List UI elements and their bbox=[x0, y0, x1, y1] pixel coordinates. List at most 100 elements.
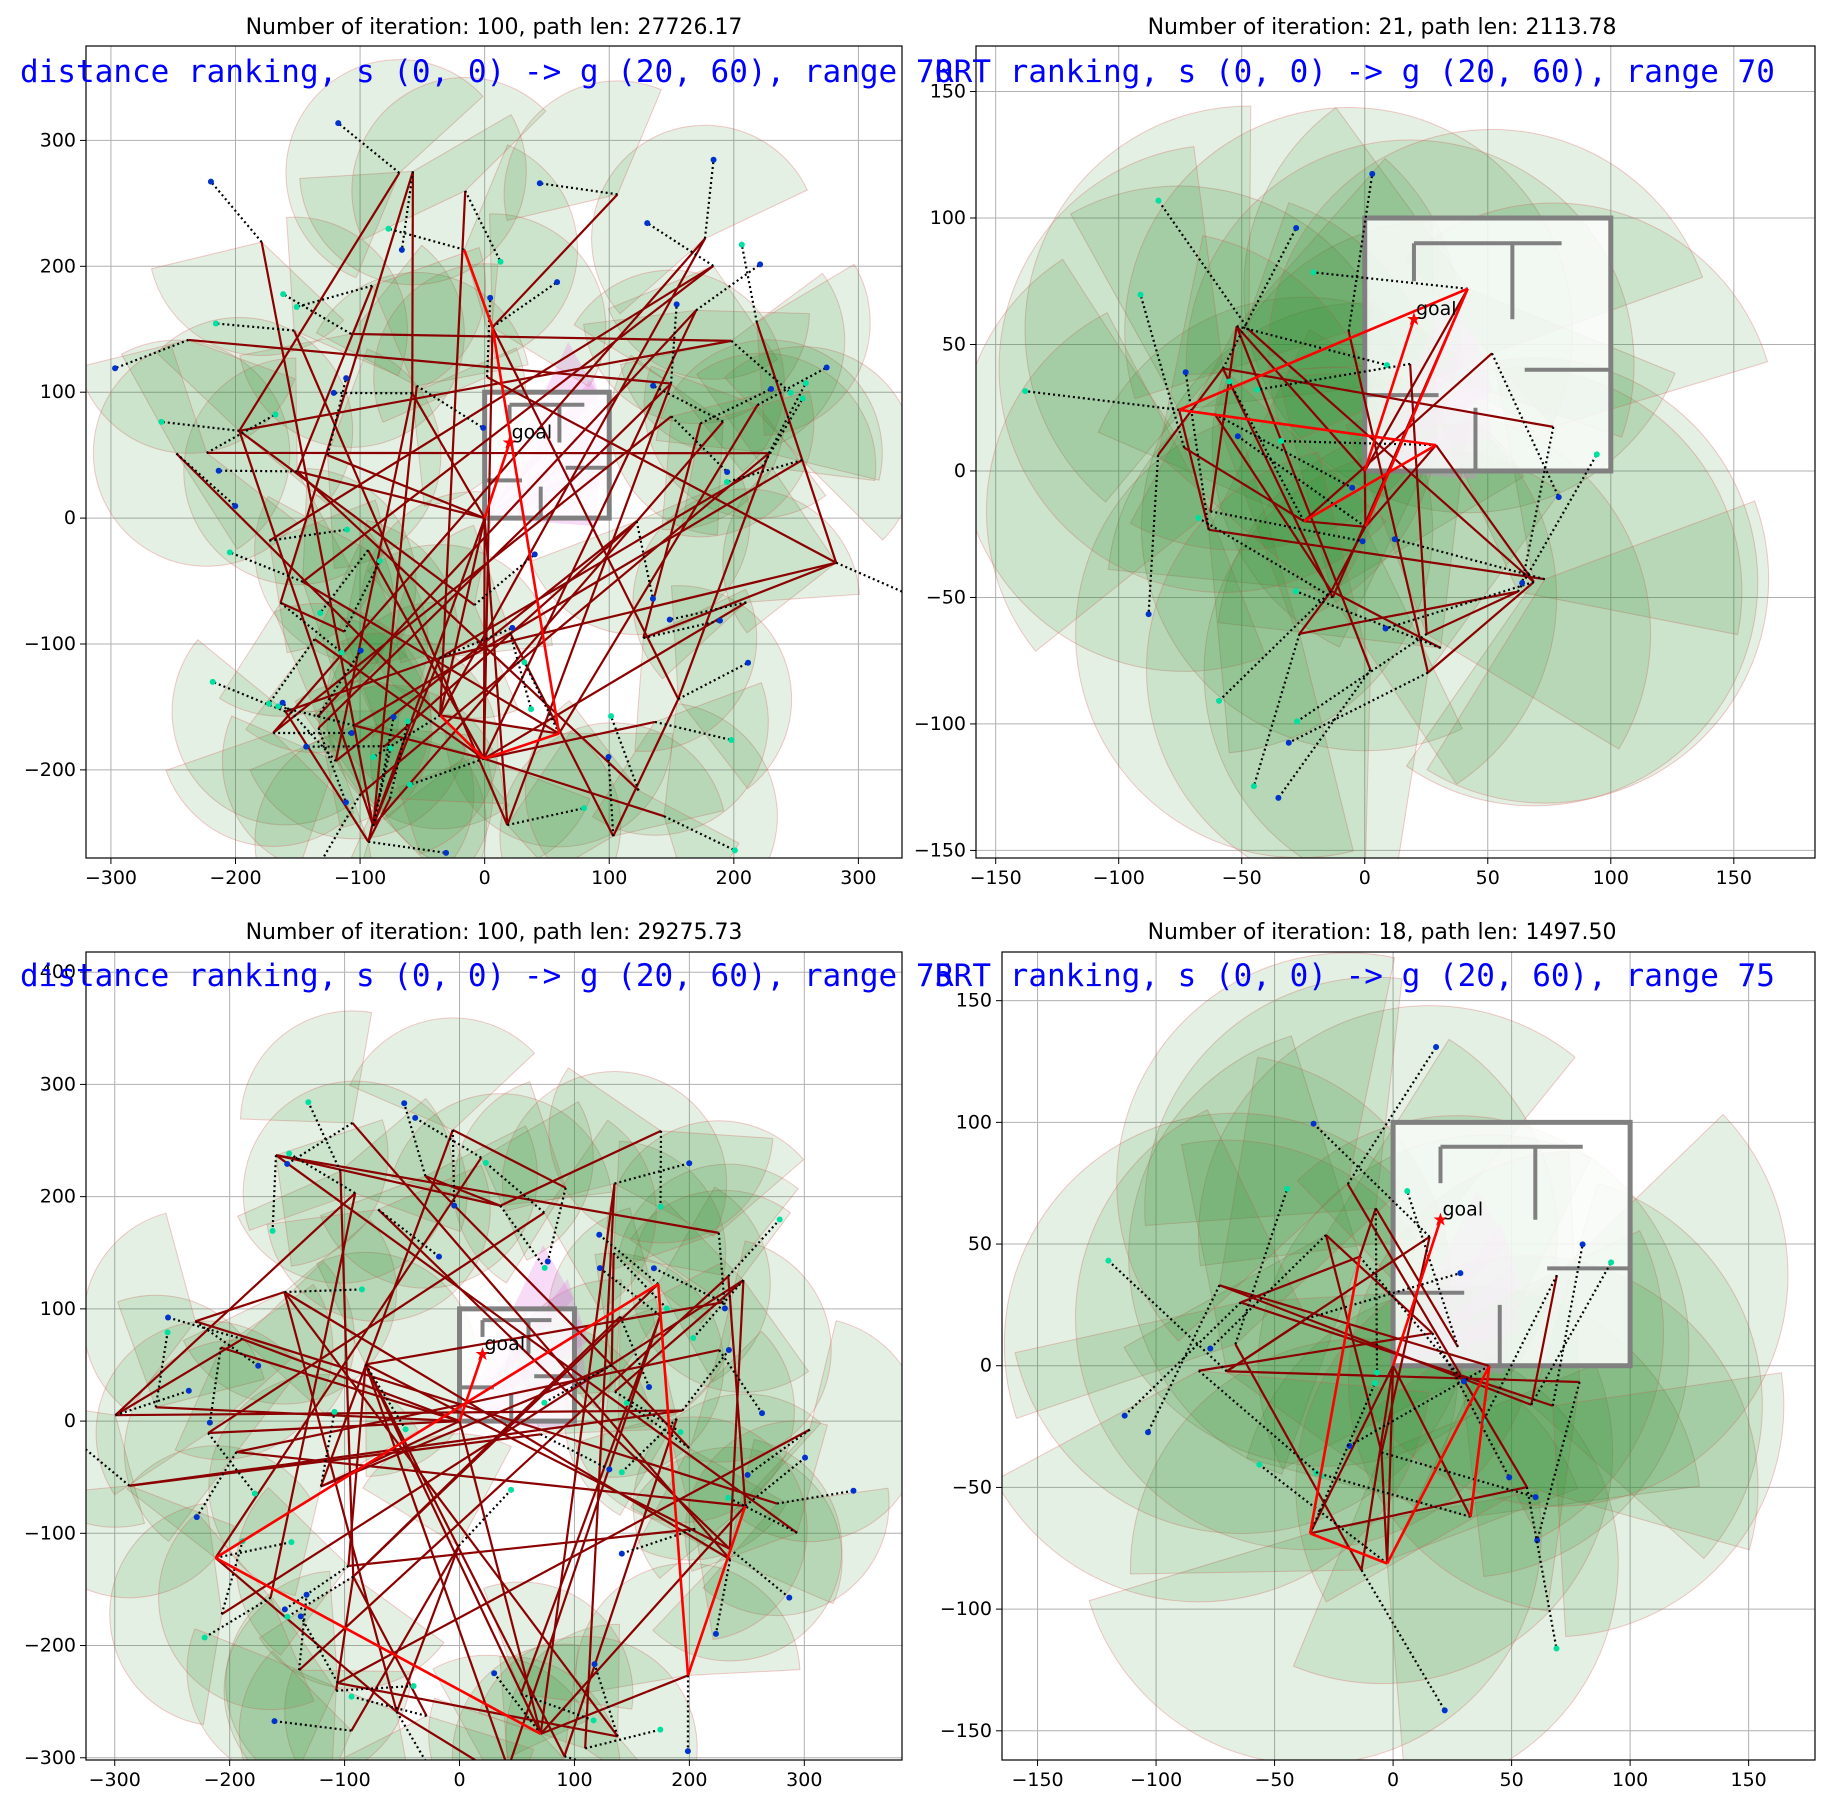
frontier-node bbox=[731, 847, 738, 854]
frontier-node bbox=[1256, 1461, 1263, 1468]
tree-edge bbox=[339, 1171, 355, 1577]
tree-edge bbox=[1435, 444, 1535, 583]
sensing-sector bbox=[501, 1071, 728, 1237]
x-tick-label: −50 bbox=[1255, 1769, 1295, 1791]
path-segment bbox=[491, 326, 561, 734]
sensing-sector bbox=[1292, 1363, 1614, 1685]
tree-edge bbox=[499, 1129, 662, 1207]
sensing-sector bbox=[95, 1320, 293, 1496]
sensing-sector bbox=[150, 241, 345, 356]
tree-edge bbox=[411, 171, 414, 394]
y-tick-label: 200 bbox=[40, 1186, 76, 1208]
frontier-node bbox=[724, 469, 731, 476]
x-tick-label: −50 bbox=[1222, 867, 1262, 889]
frontier-node bbox=[509, 624, 516, 631]
sensing-sector bbox=[120, 339, 291, 550]
path-segment bbox=[1363, 318, 1416, 472]
frontier-link bbox=[1406, 1190, 1459, 1348]
sensing-sector bbox=[218, 494, 395, 717]
tree-edge bbox=[483, 518, 509, 826]
sensing-sector bbox=[225, 1570, 339, 1760]
path-segment bbox=[1469, 1365, 1491, 1518]
frontier-node bbox=[1382, 625, 1389, 632]
frontier-node bbox=[158, 418, 165, 425]
frontier-node bbox=[1022, 388, 1029, 395]
frontier-node bbox=[721, 1305, 728, 1312]
y-tick-label: 300 bbox=[40, 129, 76, 151]
data-layer: ★goal bbox=[86, 1010, 902, 1760]
frontier-node bbox=[226, 549, 233, 556]
sensing-sector bbox=[1002, 1370, 1430, 1603]
frontier-link bbox=[670, 415, 728, 473]
x-tick-label: 0 bbox=[1387, 1769, 1399, 1791]
sensing-sector bbox=[428, 1697, 567, 1760]
tree-edge bbox=[483, 601, 747, 760]
sensing-sector bbox=[998, 145, 1387, 593]
frontier-node bbox=[650, 382, 657, 389]
tree-edge bbox=[114, 1338, 243, 1417]
tree-edge bbox=[188, 338, 672, 385]
frontier-node bbox=[605, 753, 612, 760]
tree-edge bbox=[372, 517, 486, 827]
tree-edge bbox=[1324, 1234, 1383, 1453]
path-segment bbox=[462, 249, 494, 328]
frontier-node bbox=[684, 1748, 691, 1755]
frontier-link bbox=[699, 387, 772, 425]
tree-edge bbox=[279, 171, 414, 604]
frontier-node bbox=[376, 557, 383, 564]
frontier-link bbox=[1530, 1261, 1613, 1406]
y-tick-label: 50 bbox=[968, 1233, 992, 1255]
tree-edge bbox=[439, 517, 486, 716]
tree-edge bbox=[129, 1433, 541, 1487]
frontier-node bbox=[1372, 1380, 1379, 1387]
tree-edge bbox=[1363, 470, 1367, 527]
frontier-link bbox=[1237, 435, 1367, 528]
frontier-node bbox=[164, 1329, 171, 1336]
frontier-link bbox=[1306, 1272, 1461, 1320]
x-tick-label: −100 bbox=[334, 867, 386, 889]
frontier-node bbox=[212, 320, 219, 327]
tree-edge bbox=[293, 330, 509, 826]
frontier-node bbox=[657, 1726, 664, 1733]
sensing-sector bbox=[86, 1485, 235, 1599]
tree-edge bbox=[1309, 1485, 1528, 1535]
frontier-node bbox=[1593, 451, 1600, 458]
frontier-link bbox=[473, 553, 536, 606]
tree-edge bbox=[296, 285, 374, 472]
sensing-sector bbox=[619, 272, 846, 455]
frontier-node bbox=[787, 389, 794, 396]
sensing-sector bbox=[629, 1189, 792, 1304]
tree-edge bbox=[316, 309, 697, 718]
tree-edge bbox=[335, 1576, 355, 1691]
frontier-link bbox=[1218, 590, 1333, 702]
frontier-link bbox=[337, 122, 401, 174]
frontier-link bbox=[1517, 453, 1598, 593]
frontier-link bbox=[539, 182, 618, 196]
frontier-node bbox=[1457, 1270, 1464, 1277]
frontier-node bbox=[823, 364, 830, 371]
sensing-sector bbox=[463, 144, 579, 360]
frontier-node bbox=[1441, 1707, 1448, 1714]
frontier-node bbox=[541, 1264, 548, 1271]
x-tick-label: −100 bbox=[318, 1769, 370, 1791]
tree-edge bbox=[214, 1157, 483, 1559]
frontier-link bbox=[317, 727, 348, 803]
path-segment bbox=[686, 1505, 747, 1676]
frontier-node bbox=[297, 1613, 304, 1620]
goal-marker: ★ bbox=[1406, 309, 1422, 330]
x-tick-label: 100 bbox=[1612, 1769, 1648, 1791]
frontier-link bbox=[282, 293, 352, 335]
frontier-node bbox=[1215, 697, 1222, 704]
y-tick-label: 0 bbox=[980, 1355, 992, 1377]
sensing-sector bbox=[349, 1017, 536, 1131]
sensing-sector bbox=[503, 80, 662, 222]
sensing-sector bbox=[245, 535, 429, 754]
frontier-link bbox=[1312, 1122, 1431, 1238]
frontier-link bbox=[1123, 1301, 1242, 1417]
tree-edge bbox=[377, 1208, 731, 1550]
frontier-link bbox=[1277, 669, 1372, 799]
x-tick-label: 0 bbox=[1359, 867, 1371, 889]
sensing-sector bbox=[976, 258, 1267, 672]
path-segment bbox=[483, 442, 511, 519]
path-segment bbox=[214, 1556, 542, 1736]
